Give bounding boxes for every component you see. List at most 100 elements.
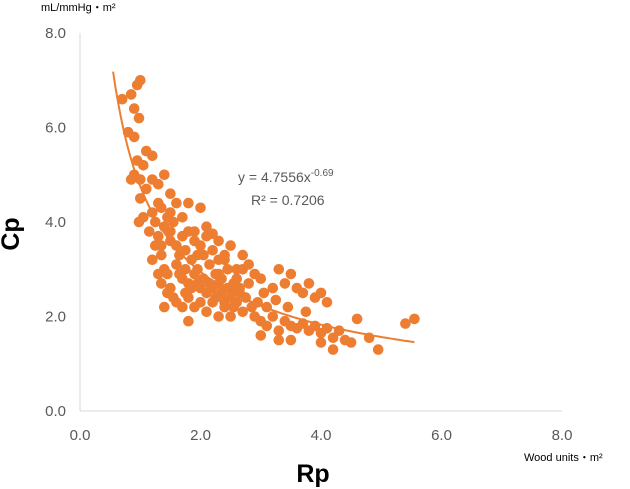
data-point (125, 174, 137, 185)
data-point (144, 226, 155, 237)
x-tick-label: 6.0 (431, 427, 452, 444)
data-point (177, 301, 188, 313)
data-point (201, 306, 212, 318)
data-point (207, 245, 218, 256)
x-tick-label: 2.0 (190, 427, 211, 444)
data-point (351, 313, 363, 325)
data-point (204, 259, 215, 270)
y-tick-label: 8.0 (45, 25, 66, 42)
data-points (116, 75, 420, 355)
data-point (168, 216, 179, 228)
data-point (315, 337, 327, 348)
y-tick-labels: 0.0 2.0 4.0 6.0 8.0 (45, 25, 66, 420)
data-point (234, 282, 245, 294)
data-point (153, 230, 164, 242)
data-point (315, 287, 327, 299)
data-point (180, 287, 191, 299)
data-point (273, 325, 285, 337)
data-point (213, 235, 224, 247)
x-unit-label: Wood units・m² (524, 452, 603, 464)
data-point (255, 330, 267, 341)
data-point (303, 278, 315, 289)
data-point (159, 301, 170, 313)
data-point (162, 287, 173, 299)
data-point (156, 249, 167, 261)
data-point (258, 287, 270, 299)
data-point (222, 264, 233, 275)
data-point (327, 344, 339, 355)
data-point (285, 268, 297, 280)
equation-base: y = 4.7556x (238, 169, 311, 185)
data-point (162, 268, 173, 280)
x-tick-labels: 0.0 2.0 4.0 6.0 8.0 (70, 427, 573, 444)
data-point (225, 240, 236, 251)
data-point (282, 301, 294, 313)
data-point (219, 254, 230, 266)
data-point (237, 249, 248, 261)
data-point (201, 221, 212, 232)
data-point (128, 103, 140, 114)
data-point (174, 249, 185, 261)
data-point (333, 325, 345, 337)
data-point (321, 297, 333, 308)
data-point (135, 193, 146, 204)
data-point (165, 207, 176, 218)
y-tick-label: 2.0 (45, 309, 66, 326)
data-point (189, 268, 200, 280)
data-point (279, 278, 291, 289)
data-point (213, 311, 224, 322)
data-point (133, 216, 145, 228)
data-point (192, 249, 203, 261)
data-point (207, 297, 218, 308)
data-point (255, 273, 267, 285)
data-point (141, 183, 152, 195)
data-point (153, 197, 164, 209)
data-point (183, 315, 194, 327)
data-point (156, 240, 167, 251)
data-point (267, 282, 279, 294)
data-point (138, 160, 149, 171)
data-point (147, 254, 158, 266)
x-tick-label: 4.0 (311, 427, 332, 444)
data-point (171, 240, 182, 251)
y-unit-label: mL/mmHg・m² (41, 2, 116, 14)
data-point (189, 226, 200, 237)
data-point (183, 197, 194, 209)
data-point (135, 75, 146, 86)
x-axis-title: Rp (296, 460, 329, 488)
data-point (180, 264, 191, 275)
data-point (219, 301, 230, 313)
data-point (128, 131, 140, 143)
data-point (273, 264, 285, 275)
data-point (231, 273, 242, 285)
data-point (261, 320, 273, 332)
trendline (112, 71, 415, 344)
data-point (372, 344, 384, 355)
data-point (345, 337, 357, 348)
data-point (195, 240, 206, 251)
r-squared-label: R² = 0.7206 (251, 192, 325, 208)
data-point (243, 259, 254, 270)
data-point (267, 311, 279, 322)
data-point (400, 318, 411, 329)
data-point (270, 294, 282, 306)
data-point (116, 93, 128, 105)
data-point (327, 332, 339, 344)
data-point (285, 334, 297, 346)
data-point (165, 188, 176, 199)
data-point (171, 197, 182, 209)
data-point (195, 202, 206, 214)
data-point (213, 268, 224, 280)
data-point (243, 278, 254, 289)
data-point (207, 228, 218, 240)
data-point (409, 313, 420, 325)
data-point (237, 306, 248, 318)
x-tick-label: 0.0 (70, 427, 91, 444)
y-axis-title: Cp (0, 217, 25, 250)
data-point (156, 278, 167, 289)
y-tick-label: 0.0 (45, 403, 66, 420)
equation-exponent: -0.69 (311, 168, 334, 179)
data-point (273, 334, 285, 346)
data-point (147, 150, 158, 162)
